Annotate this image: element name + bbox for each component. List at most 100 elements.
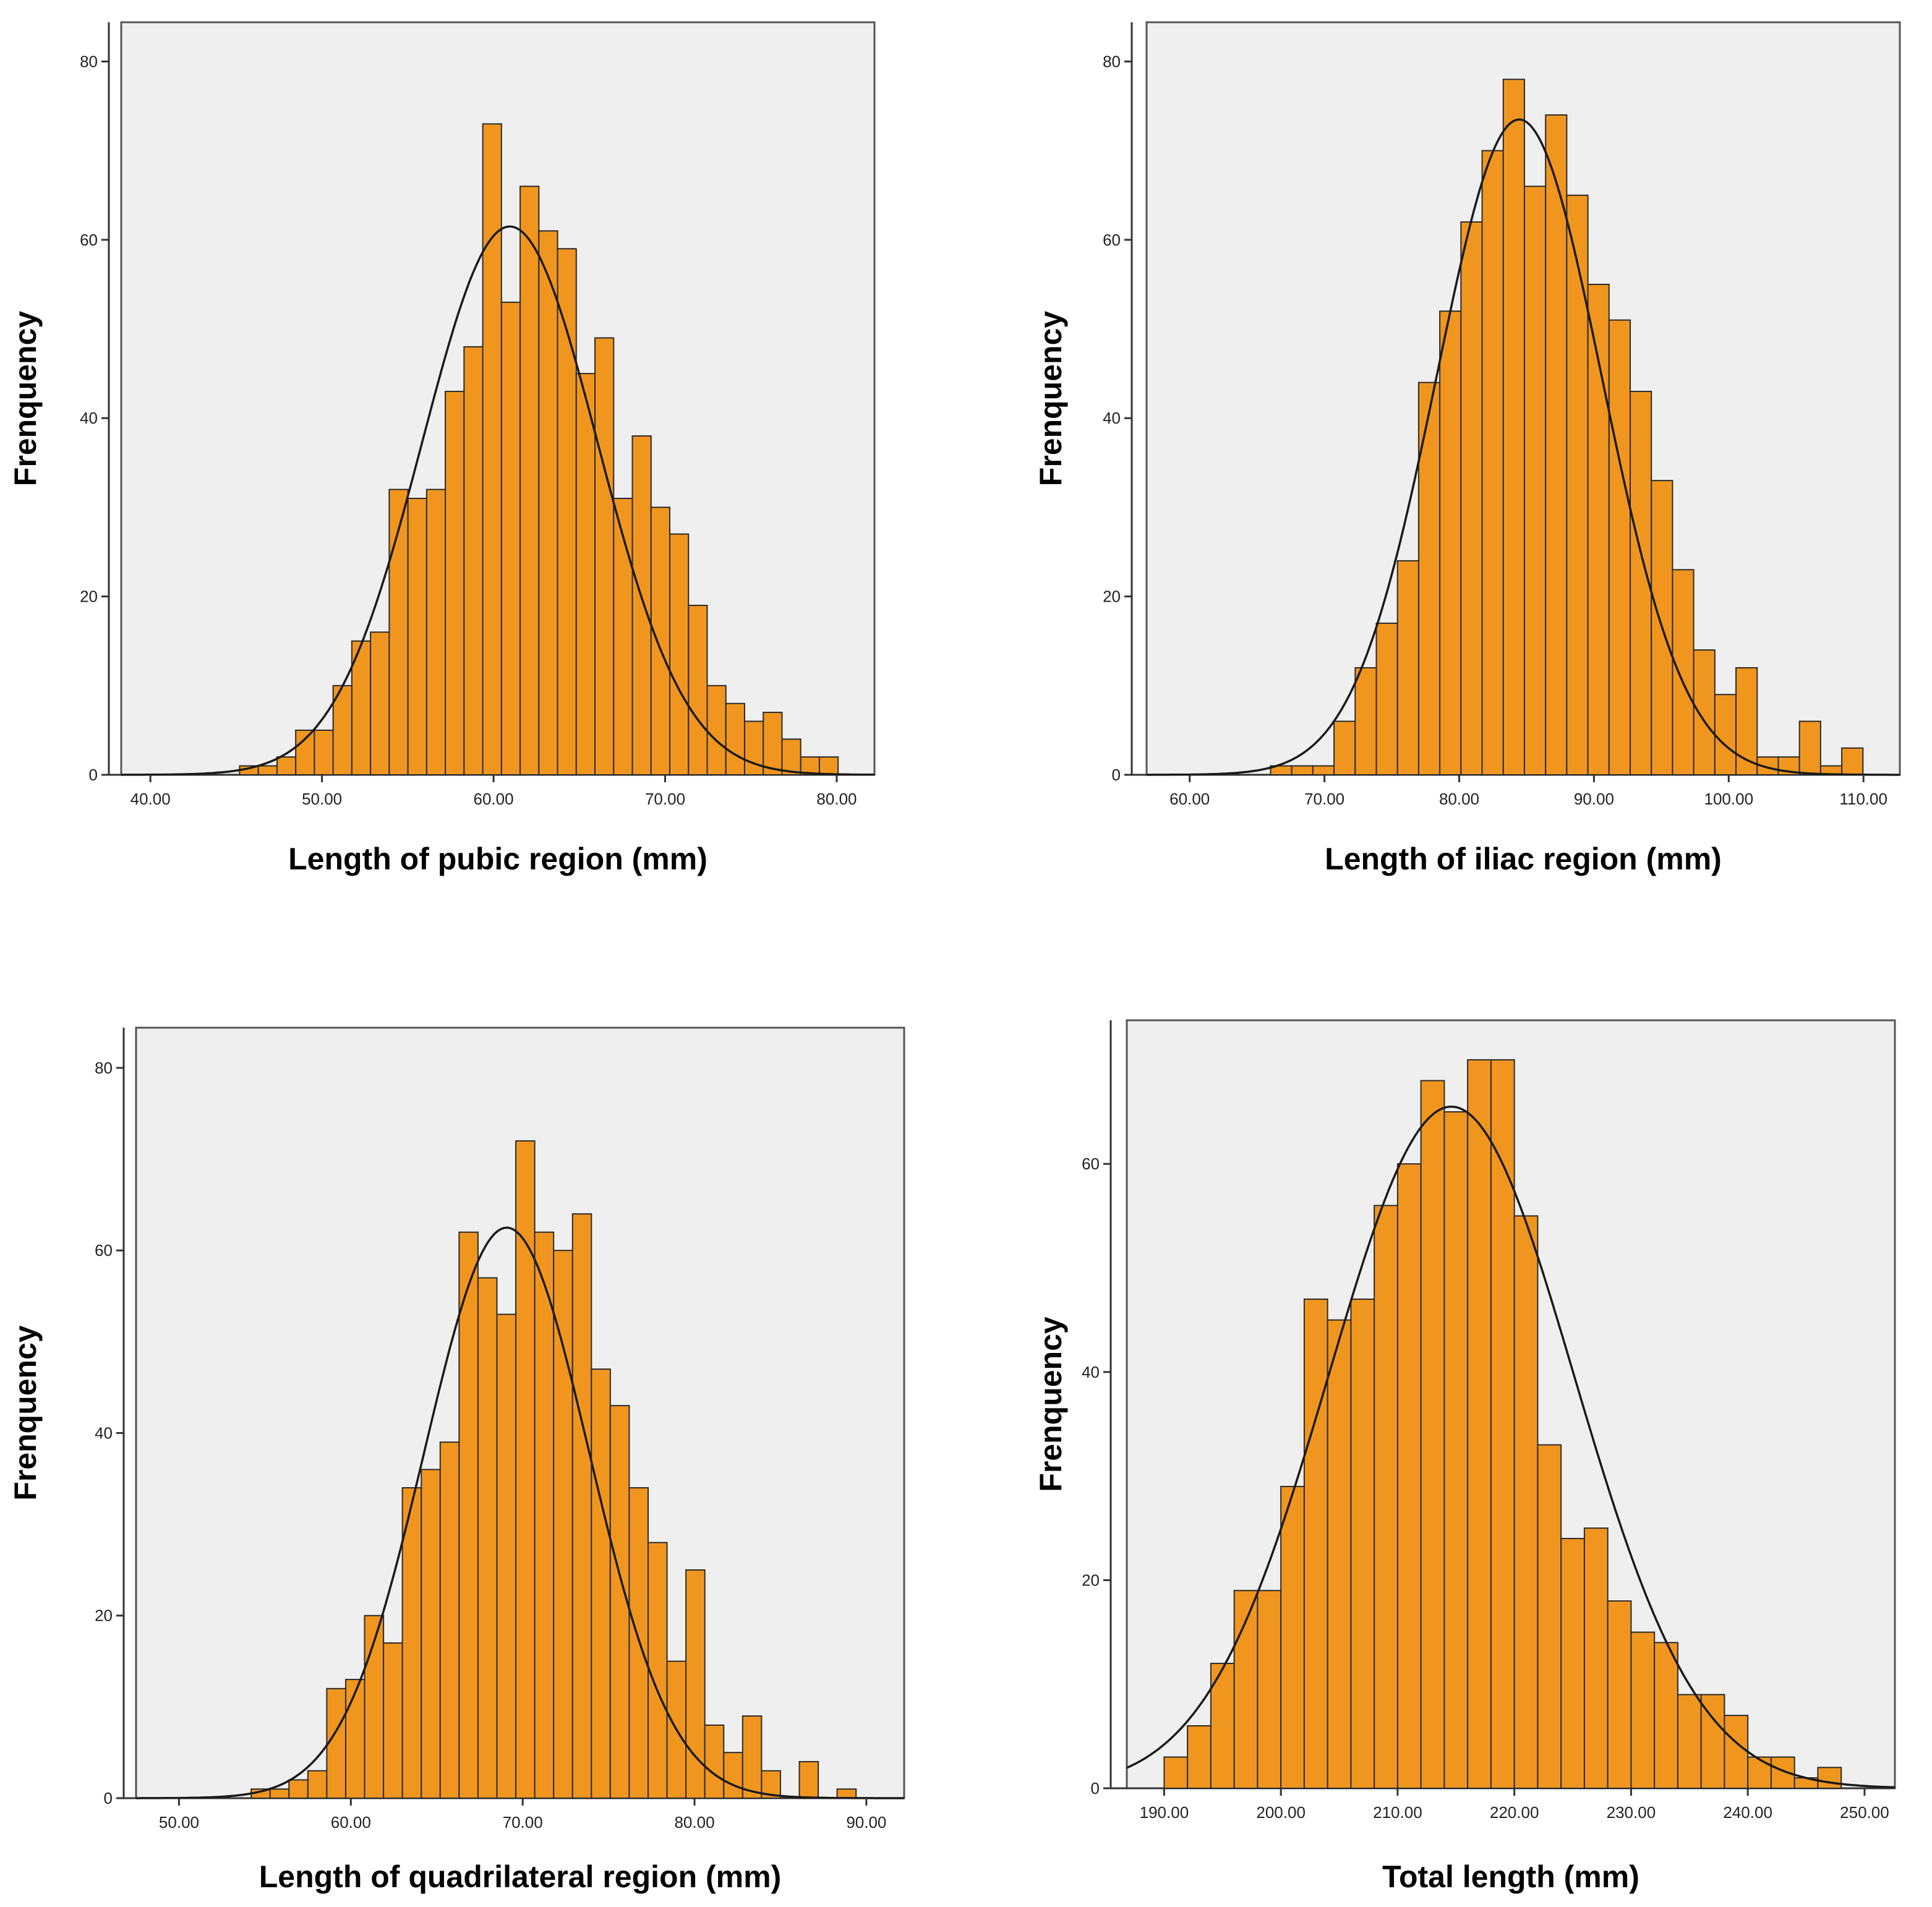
x-tick-label: 60.00	[1169, 790, 1210, 808]
x-axis-title: Length of pubic region (mm)	[288, 842, 707, 876]
histogram-bar	[669, 533, 690, 775]
y-tick-label: 60	[95, 1241, 113, 1260]
histogram-bar	[1560, 1538, 1585, 1790]
normal-distribution-curve	[121, 225, 874, 776]
histogram-bar	[458, 1231, 479, 1799]
histogram-bar	[1467, 1059, 1492, 1789]
x-tick-label: 190.00	[1140, 1803, 1189, 1822]
normal-distribution-curve	[1126, 1105, 1896, 1789]
y-axis-title: Frenquency	[8, 311, 43, 487]
histogram-bar	[477, 1277, 498, 1799]
x-tick-label: 70.00	[1304, 790, 1344, 808]
histogram-bar	[1333, 720, 1356, 775]
histogram-bar	[1291, 765, 1314, 775]
histogram-bar	[1798, 720, 1821, 775]
histogram-bar	[515, 1140, 536, 1799]
histogram-bar	[1374, 1205, 1398, 1790]
x-tick-label: 110.00	[1839, 790, 1887, 808]
histogram-bar	[1537, 1444, 1562, 1789]
histogram-bar	[1714, 694, 1737, 775]
histogram-bar	[1327, 1319, 1352, 1789]
histogram-bar	[706, 685, 727, 775]
histogram-bar	[818, 756, 839, 775]
histogram-bar	[439, 1441, 460, 1799]
histogram-bar	[1587, 283, 1610, 775]
histogram-bar	[1460, 221, 1483, 776]
histogram-bar	[557, 248, 577, 775]
histogram-bar	[591, 1368, 611, 1799]
x-tick-label: 70.00	[645, 790, 685, 808]
histogram-bar	[538, 230, 558, 776]
histogram-bar	[575, 373, 596, 775]
histogram-panel-3: 50.00 60.00 70.00 80.00 90.00 0 20 40 60 80 Length…	[8, 1026, 905, 1894]
x-tick-label: 70.00	[503, 1813, 543, 1832]
histogram-bar	[1280, 1485, 1305, 1789]
histogram-bar	[425, 488, 447, 775]
histogram-bar	[1481, 150, 1504, 775]
histogram-bar	[685, 1569, 706, 1799]
x-tick-label: 210.00	[1373, 1803, 1422, 1822]
histogram-bar	[1566, 194, 1589, 776]
histogram-bar	[1630, 1631, 1656, 1790]
histogram-bar	[1312, 765, 1335, 775]
histogram-bar	[421, 1469, 441, 1799]
histogram-bar	[571, 1213, 592, 1799]
y-tick-label: 20	[80, 587, 98, 606]
histogram-bar	[631, 435, 652, 775]
histogram-bar	[781, 738, 801, 775]
y-tick-label: 0	[1112, 766, 1121, 784]
x-tick-label: 50.00	[159, 1813, 199, 1832]
histogram-bar	[553, 1250, 573, 1799]
histogram-bar	[351, 640, 372, 775]
histogram-bar	[1608, 319, 1631, 775]
histogram-bar	[519, 186, 540, 775]
y-tick-label: 80	[80, 52, 98, 70]
histogram-panel-4: 190.00 200.00 210.00 220.00 230.00 240.00 250.…	[1033, 1019, 1896, 1894]
histogram-bar	[295, 729, 315, 775]
histogram-bar	[723, 1752, 743, 1799]
normal-distribution-curve	[136, 1226, 904, 1799]
histogram-bar	[1677, 1694, 1702, 1790]
histogram-bar	[326, 1687, 346, 1799]
y-tick-label: 80	[1103, 52, 1121, 70]
histogram-bar	[370, 631, 390, 776]
y-tick-label: 20	[1082, 1571, 1100, 1589]
y-axis-title: Frenquency	[1033, 1316, 1068, 1492]
x-tick-label: 90.00	[846, 1813, 886, 1832]
y-tick-label: 80	[95, 1059, 113, 1077]
normal-distribution-curve	[1147, 118, 1900, 776]
histogram-bar	[1350, 1299, 1375, 1789]
histogram-bar	[269, 1788, 290, 1799]
histogram-bar	[445, 390, 465, 775]
histogram-bar	[463, 346, 484, 775]
histogram-bar	[1693, 649, 1716, 775]
histogram-bar	[609, 1405, 630, 1799]
histogram-bar	[1417, 382, 1441, 775]
x-axis-title: Length of iliac region (mm)	[1325, 842, 1722, 876]
x-tick-label: 40.00	[130, 790, 171, 808]
histogram-bar	[407, 497, 427, 775]
histogram-bar	[800, 756, 820, 775]
histogram-bar	[836, 1788, 857, 1799]
histogram-bar	[383, 1642, 403, 1799]
histogram-panel-1: 40.00 50.00 60.00 70.00 80.00 0 20 40 60 80 Length…	[8, 21, 876, 876]
histogram-bar	[1396, 1163, 1422, 1789]
histogram-bar	[1583, 1527, 1609, 1790]
histogram-bar	[1187, 1725, 1212, 1790]
histogram-bar	[743, 720, 764, 775]
histogram-bar	[1303, 1299, 1328, 1789]
histogram-bar	[594, 337, 615, 775]
y-tick-label: 40	[80, 409, 98, 427]
histogram-bar	[1502, 79, 1525, 776]
x-tick-label: 250.00	[1840, 1803, 1889, 1822]
x-tick-label: 80.00	[1439, 790, 1479, 808]
histogram-bar	[1439, 310, 1462, 775]
histogram-bar	[1545, 114, 1568, 776]
histogram-bar	[742, 1715, 763, 1799]
y-tick-label: 0	[104, 1789, 113, 1807]
histogram-bar	[1513, 1215, 1539, 1789]
y-tick-label: 0	[1091, 1779, 1100, 1798]
histogram-bar	[725, 702, 745, 775]
x-tick-label: 200.00	[1256, 1803, 1306, 1822]
histogram-bar	[1630, 390, 1652, 775]
